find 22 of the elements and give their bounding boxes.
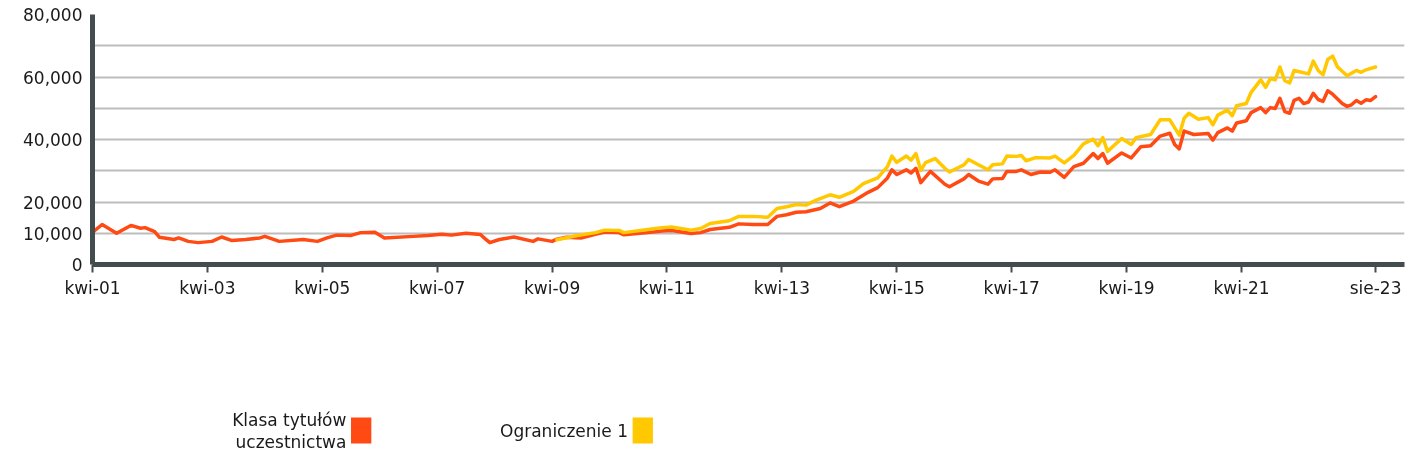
x-tick-label: kwi-13: [753, 277, 811, 298]
y-tick-label: 40,000: [23, 130, 83, 150]
x-tick-label: kwi-17: [983, 277, 1040, 298]
y-tick-label: 10,000: [23, 223, 83, 244]
x-tick-label: kwi-03: [179, 277, 236, 298]
x-tick-label: kwi-15: [868, 277, 925, 298]
x-tick-label: kwi-19: [1098, 277, 1155, 298]
x-tick-label: kwi-11: [638, 277, 696, 298]
legend-label: Ograniczenie 1: [500, 420, 629, 441]
x-tick-label: kwi-05: [294, 277, 351, 298]
x-tick-label: kwi-01: [64, 277, 121, 298]
y-tick-label: 0: [71, 255, 83, 275]
x-tick-label: kwi-21: [1213, 277, 1270, 298]
y-tick-label: 60,000: [23, 67, 83, 88]
x-tick-label: kwi-09: [524, 277, 581, 298]
y-tick-label: 80,000: [23, 5, 83, 25]
legend-label: Klasa tytułów uczestnictwa: [232, 409, 347, 452]
y-tick-label: 20,000: [23, 192, 83, 213]
line-series: [555, 54, 1378, 242]
x-tick-label: kwi-07: [409, 277, 466, 298]
x-tick-label: sie-23: [1349, 277, 1402, 298]
line-series: [92, 89, 1378, 245]
